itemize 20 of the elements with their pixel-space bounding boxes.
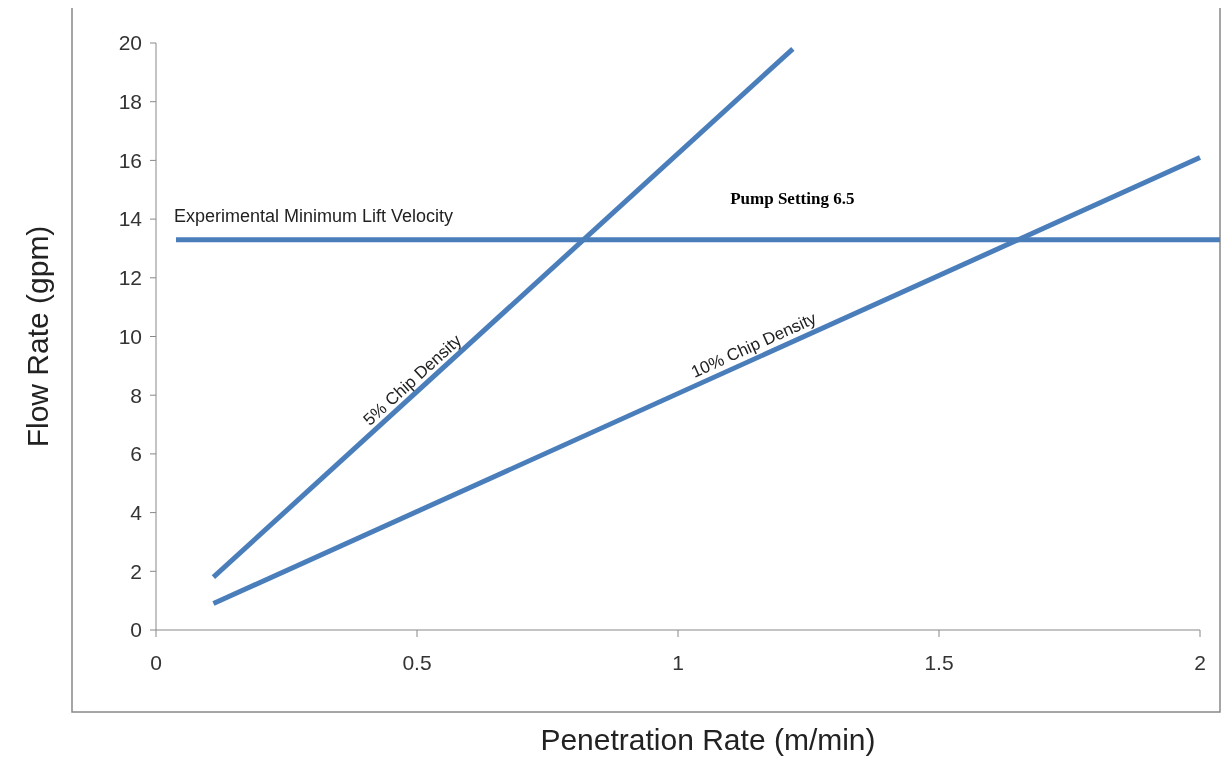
y-tick-label: 20 [118,31,142,55]
y-tick-label: 8 [130,383,142,407]
y-tick-label: 16 [118,148,142,172]
x-tick-label: 0.5 [402,651,432,674]
y-tick-label: 10 [118,324,142,348]
y-tick-label: 4 [130,500,143,524]
x-tick-label: 1.5 [924,651,954,674]
annotation: Pump Setting 6.5 [730,189,855,209]
y-tick-label: 6 [130,442,142,466]
y-tick-label: 18 [118,90,142,114]
x-tick-label: 2 [1194,651,1206,674]
x-axis-title: Penetration Rate (m/min) [540,723,876,756]
x-tick-label: 1 [672,651,684,674]
y-tick-label: 14 [118,207,143,231]
y-tick-label: 0 [130,618,142,642]
y-tick-label: 12 [118,266,142,290]
ref-line-label: Experimental Minimum Lift Velocity [174,205,454,226]
y-tick-label: 2 [130,559,142,583]
x-tick-label: 0 [150,651,162,674]
y-axis-title: Flow Rate (gpm) [21,225,54,448]
